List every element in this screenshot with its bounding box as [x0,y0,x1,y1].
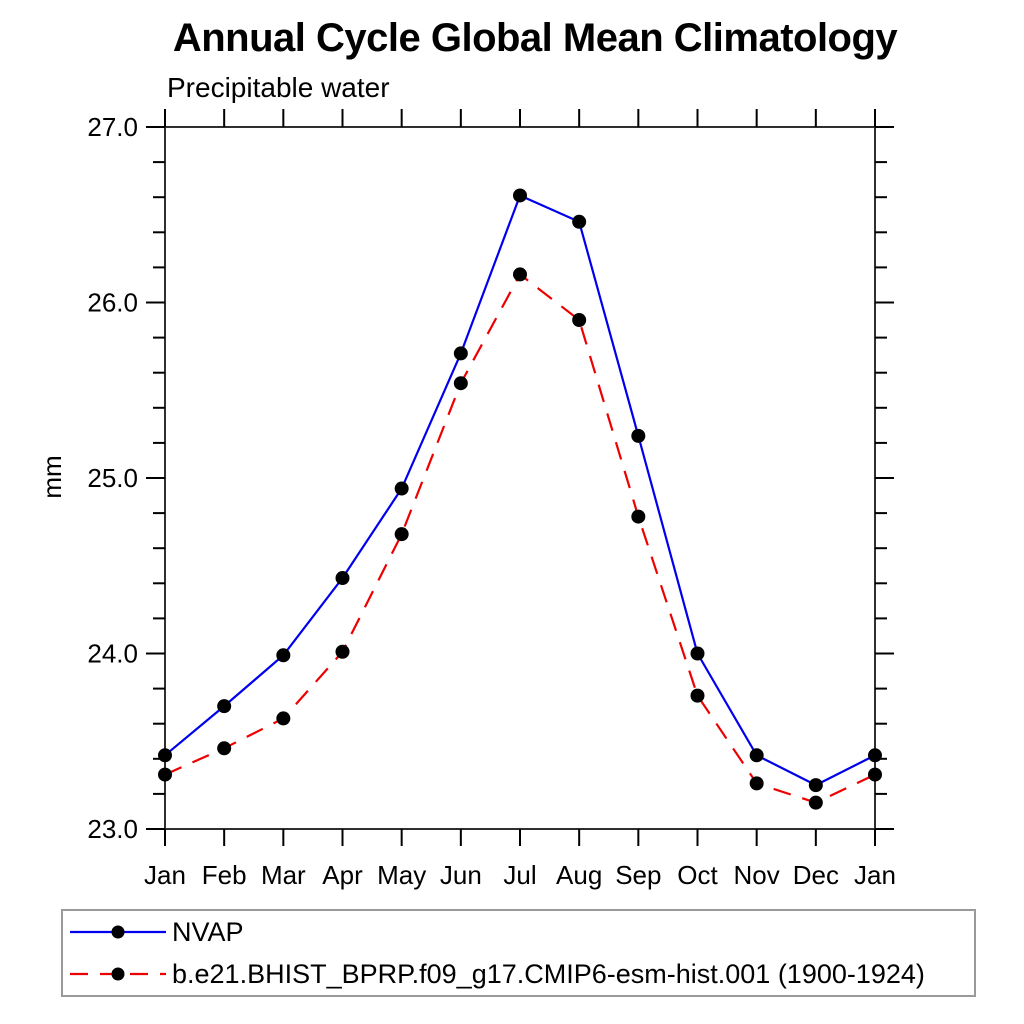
data-point-dot [868,748,882,763]
axes [164,126,876,830]
data-point-dot [572,313,587,328]
x-tick-label: Feb [202,860,247,890]
legend: NVAP b.e21.BHIST_BPRP.f09_g17.CMIP6-esm-… [61,909,976,997]
x-tick-label: Jul [503,860,536,890]
data-series [158,188,882,810]
x-tick-label: Oct [677,860,718,890]
data-point-dot [335,644,350,659]
data-point-dot [158,748,172,763]
data-point-dot [749,748,764,763]
data-point-dot [631,428,646,443]
data-point-dot [808,778,823,793]
legend-entry-nvap: NVAP [68,911,974,953]
data-point-dot [453,376,468,391]
data-point-dot [217,699,232,714]
data-point-dot [690,646,705,661]
data-point-dot [394,527,409,542]
data-point-dot [868,767,882,782]
legend-label-nvap: NVAP [172,916,244,947]
data-point-dot [276,648,291,663]
x-tick-label: Jan [144,860,186,890]
series-line-0 [164,193,876,787]
x-tick-label: Sep [615,860,661,890]
legend-line-sample-solid [70,925,166,939]
series-line-1 [164,272,876,804]
y-tick-label: 23.0 [87,814,138,844]
plot-frame [164,126,876,830]
data-point-dot [572,214,587,229]
data-point-dot [276,711,291,726]
data-point-dot [217,741,232,756]
axis-ticks [146,109,894,846]
x-tick-label: Mar [261,860,306,890]
data-point-dot [158,767,172,782]
data-point-dot [808,795,823,810]
data-point-dot [453,346,468,361]
data-point-dot [749,776,764,791]
y-tick-label: 26.0 [87,288,138,318]
x-tick-label: May [377,860,426,890]
legend-entry-model: b.e21.BHIST_BPRP.f09_g17.CMIP6-esm-hist.… [68,953,974,995]
chart-subtitle: Precipitable water [167,72,390,103]
x-tick-label: Dec [793,860,839,890]
data-point-dot [690,688,705,703]
data-point-dot [513,267,527,282]
data-point-dot [335,571,350,586]
x-tick-label: Apr [322,860,363,890]
x-tick-label: Aug [556,860,602,890]
y-tick-label: 27.0 [87,112,138,142]
data-point-dot [513,188,527,203]
x-tick-label: Jun [440,860,482,890]
x-tick-label: Jan [854,860,896,890]
x-tick-label: Nov [734,860,780,890]
legend-label-model: b.e21.BHIST_BPRP.f09_g17.CMIP6-esm-hist.… [172,958,925,989]
chart-title: Annual Cycle Global Mean Climatology [172,16,898,60]
data-point-dot [394,481,409,496]
legend-line-sample-dashed [70,967,166,981]
data-point-dot [631,509,646,524]
axis-tick-labels: Jan Feb Mar Apr May Jun Jul Aug Sep Oct Nov Dec Jan2… [87,112,896,890]
y-tick-label: 24.0 [87,639,138,669]
y-tick-label: 25.0 [87,463,138,493]
